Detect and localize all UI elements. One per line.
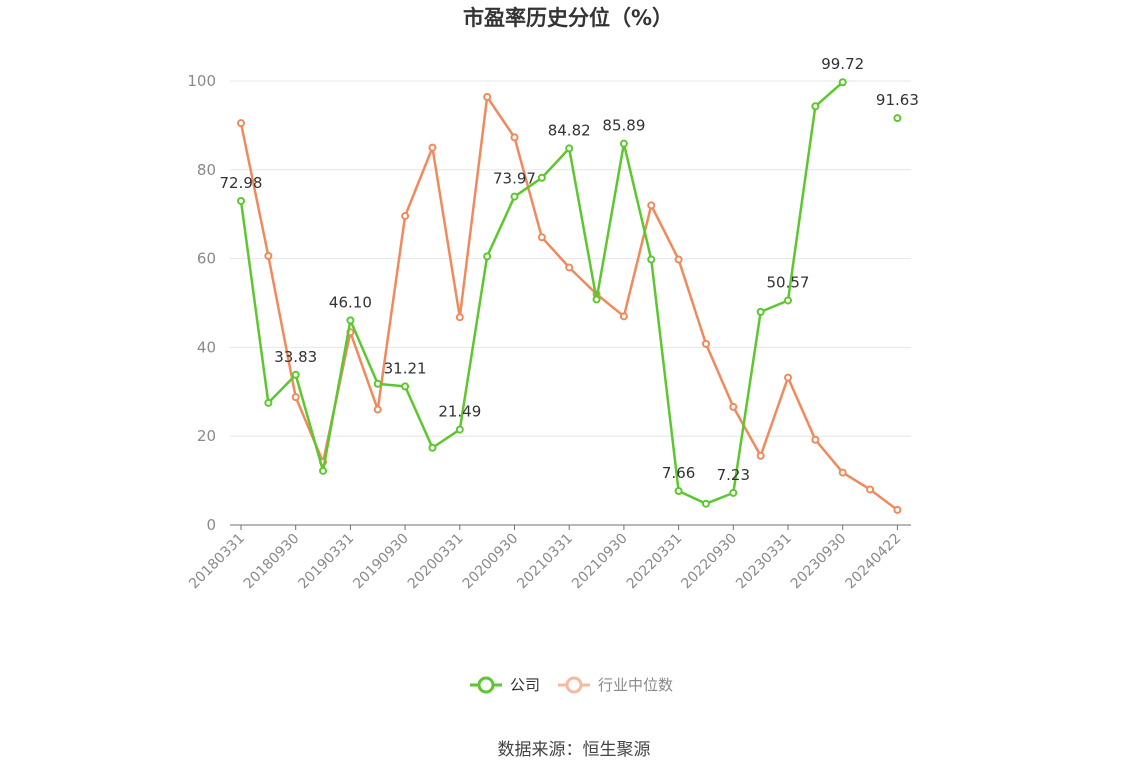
grid (230, 80, 911, 437)
y-tick-label: 20 (197, 427, 216, 445)
data-point (537, 233, 546, 242)
data-point (784, 296, 792, 305)
x-axis: 2018033120180930201903312019093020200331… (186, 524, 911, 593)
source-text: 数据来源：恒生聚源 (498, 740, 651, 760)
data-point (729, 402, 738, 411)
data-label: 7.23 (717, 466, 750, 484)
x-tick-label: 20220930 (678, 531, 740, 593)
data-label: 31.21 (384, 359, 427, 377)
data-point (401, 382, 410, 391)
data-point (510, 133, 519, 142)
x-tick-label: 20200930 (460, 531, 522, 593)
data-point (592, 295, 601, 304)
legend-item-company[interactable]: 公司 (470, 676, 540, 694)
data-point (838, 468, 847, 477)
y-tick-label: 60 (197, 250, 216, 268)
data-point (373, 405, 382, 414)
data-point (701, 339, 710, 348)
data-point (674, 486, 683, 495)
data-point (291, 393, 300, 402)
data-point (811, 102, 820, 111)
data-label: 84.82 (548, 121, 591, 139)
series-group (237, 78, 902, 514)
y-tick-label: 40 (197, 338, 216, 356)
data-point (483, 92, 492, 101)
data-point (319, 466, 328, 475)
data-point (565, 144, 574, 153)
data-point (264, 398, 273, 407)
data-label: 33.83 (274, 348, 317, 366)
y-axis: 0 20 40 60 80 100 (187, 72, 216, 534)
legend-industry-label: 行业中位数 (598, 676, 673, 694)
legend[interactable]: 公司 行业中位数 (470, 676, 673, 694)
data-point (373, 379, 382, 388)
data-label: 85.89 (602, 117, 645, 135)
x-tick-label: 20210331 (514, 531, 576, 593)
x-tick-label: 20190930 (350, 531, 412, 593)
data-point (401, 211, 410, 220)
y-tick-label: 80 (197, 161, 216, 179)
data-point (647, 255, 656, 264)
legend-industry-marker (565, 676, 583, 694)
y-tick-label: 100 (187, 72, 216, 90)
x-tick-label: 20200331 (405, 531, 467, 593)
x-tick-label: 20180930 (241, 531, 303, 593)
data-label: 21.49 (438, 403, 481, 421)
legend-company-marker (477, 676, 495, 694)
legend-item-industry[interactable]: 行业中位数 (558, 676, 673, 694)
data-point (619, 139, 628, 148)
data-point (428, 443, 437, 452)
data-point (291, 370, 300, 379)
x-tick-label: 20190331 (296, 531, 358, 593)
data-label: 7.66 (662, 464, 695, 482)
data-point (455, 313, 464, 322)
legend-company-label: 公司 (510, 676, 540, 694)
data-label: 50.57 (767, 273, 810, 291)
x-tick-label: 20240422 (843, 531, 905, 593)
data-label: 46.10 (329, 293, 372, 311)
x-tick-label: 20220331 (624, 531, 686, 593)
data-point (729, 488, 738, 497)
data-point (701, 499, 710, 508)
data-point (756, 307, 765, 316)
data-point (619, 312, 628, 321)
data-point (811, 435, 820, 444)
data-point (264, 251, 273, 260)
data-point (838, 78, 847, 87)
data-point (756, 451, 765, 460)
x-tick-label: 20210930 (569, 531, 631, 593)
data-point (647, 201, 656, 210)
data-point (537, 173, 546, 182)
data-point (565, 263, 574, 272)
chart-title: 市盈率历史分位（%） (463, 6, 673, 30)
x-tick-label: 20180331 (186, 531, 248, 593)
x-tick-label: 20230331 (733, 531, 795, 593)
data-point (784, 373, 792, 382)
data-label: 91.63 (876, 91, 919, 109)
data-point (428, 143, 437, 152)
data-point (866, 485, 875, 494)
data-label: 72.98 (220, 174, 263, 192)
data-point (510, 192, 519, 201)
data-point (893, 114, 902, 123)
data-point (455, 425, 464, 434)
data-label: 99.72 (821, 55, 864, 73)
data-point (237, 119, 245, 128)
y-tick-label: 0 (206, 516, 216, 534)
x-tick-label: 20230930 (788, 531, 850, 593)
data-point (237, 196, 245, 205)
data-label: 73.97 (493, 170, 536, 188)
data-point (893, 505, 902, 514)
data-point (483, 252, 492, 261)
data-labels: 72.98 33.83 46.10 31.21 21.49 73.97 84.82 85.89… (220, 55, 919, 484)
data-point (346, 316, 355, 325)
data-point (674, 255, 683, 264)
